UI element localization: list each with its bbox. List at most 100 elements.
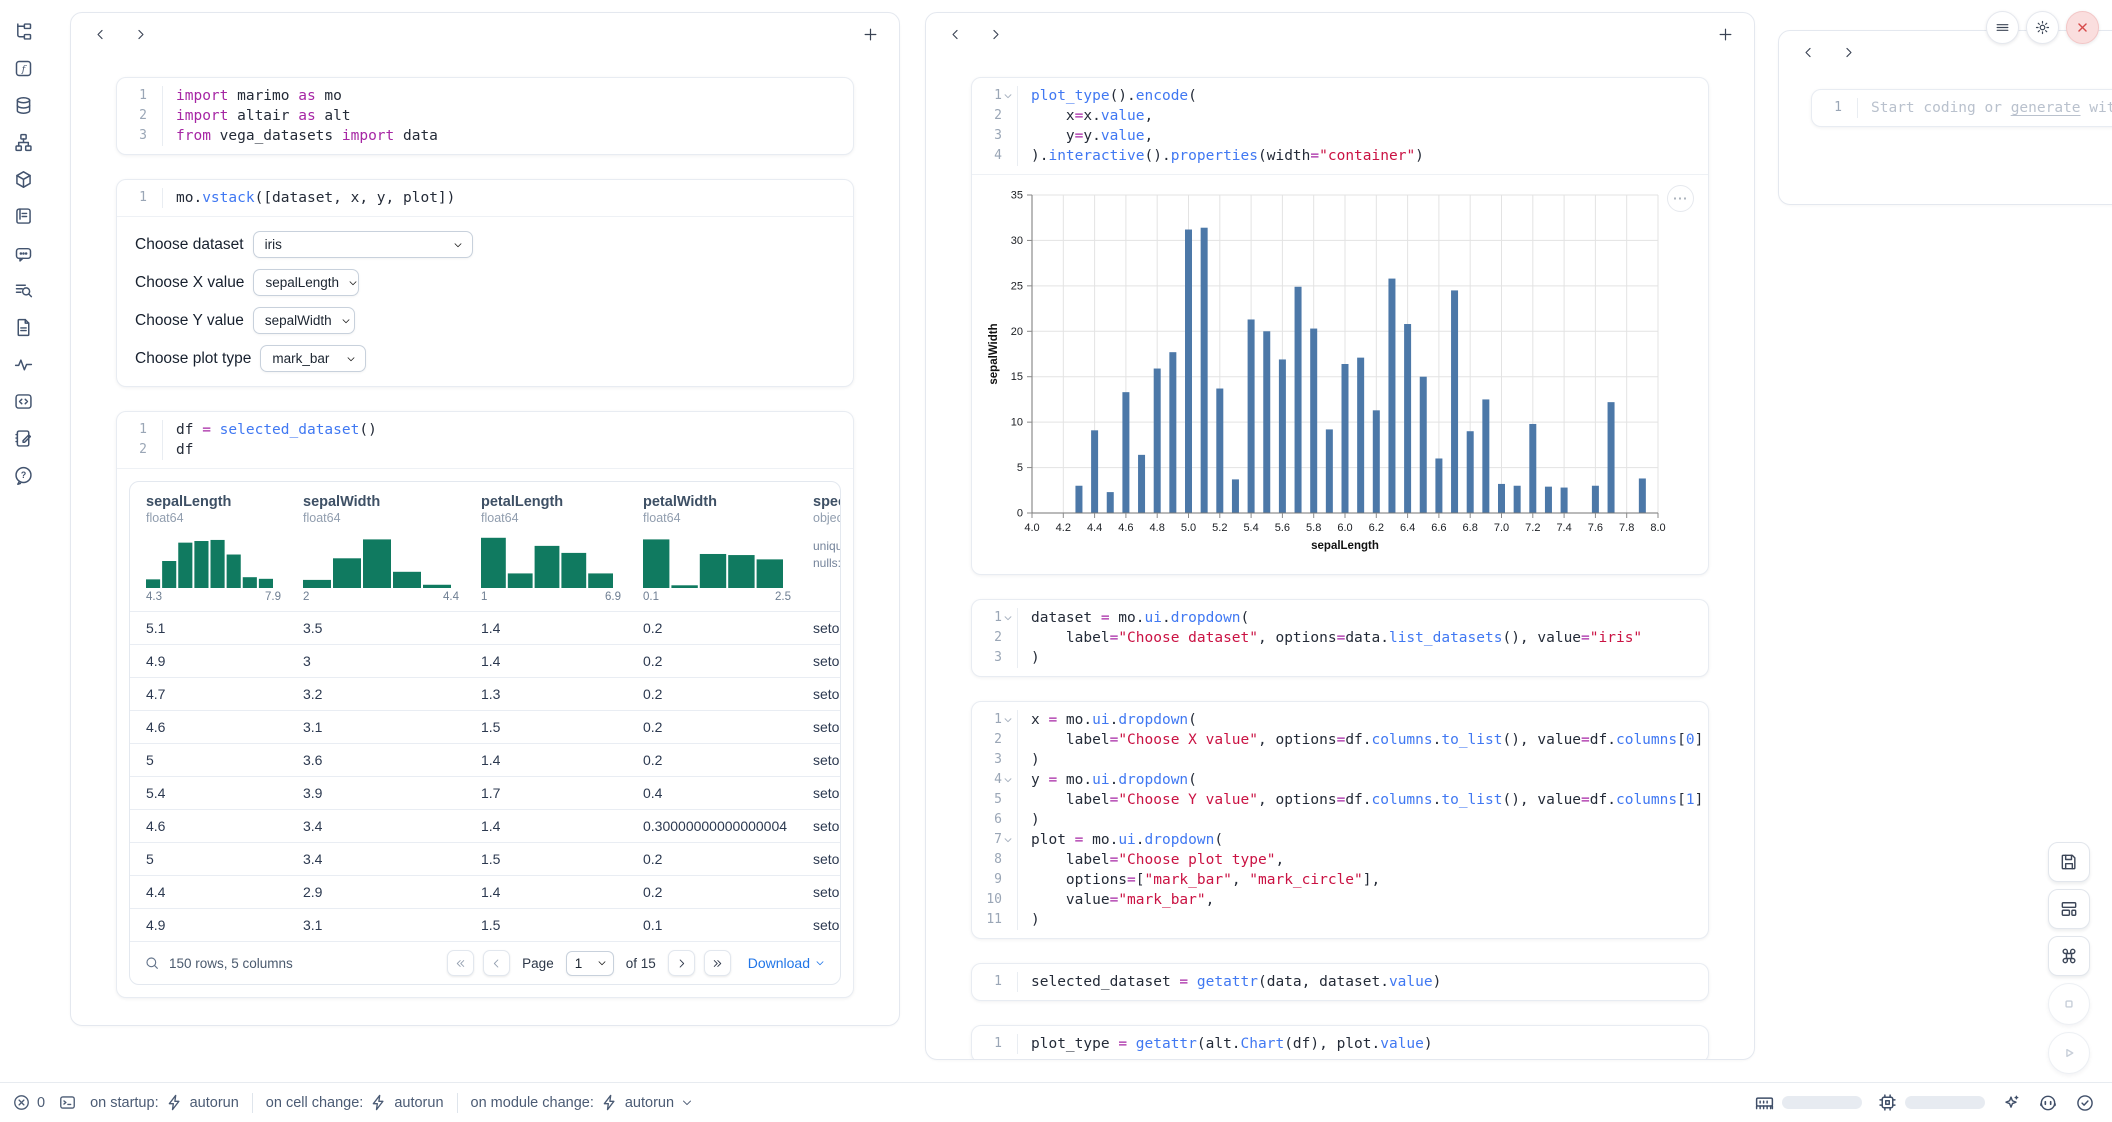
- terminal-toggle[interactable]: [58, 1093, 77, 1112]
- previous-page-button[interactable]: [483, 950, 511, 976]
- column-header-petalLength[interactable]: petalLength float64 1 6.9: [465, 482, 627, 611]
- code-editor[interactable]: 1 dataset = mo.ui.dropdown(2 label="Choos…: [972, 600, 1708, 676]
- sidebar-panel-code-block[interactable]: [12, 390, 34, 412]
- sidebar-panel-document[interactable]: [12, 316, 34, 338]
- sidebar-panel-chat-bot[interactable]: [12, 242, 34, 264]
- layout-button[interactable]: [2048, 889, 2090, 929]
- column-header-sepalLength[interactable]: sepalLength float64 4.3 7.9: [130, 482, 287, 611]
- code-editor[interactable]: 1 selected_dataset = getattr(data, datase…: [972, 964, 1708, 1000]
- connection-status-button[interactable]: [2074, 1092, 2096, 1114]
- code-text[interactable]: import altair as alt: [176, 108, 351, 124]
- code-text[interactable]: label="Choose X value", options=df.colum…: [1031, 732, 1704, 748]
- runtime-config-1[interactable]: on startup: autorun: [90, 1093, 239, 1112]
- bar-chart[interactable]: 4.0 4.2 4.4 4.6 4.8 5.0 5.2 5.4 5.6 5.8 6.0 6.2 6.4 6…: [982, 183, 1700, 562]
- sidebar-panel-scratchpad[interactable]: [12, 427, 34, 449]
- column-scroll-left-button[interactable]: [87, 21, 113, 47]
- sidebar-panel-function-square[interactable]: f: [12, 57, 34, 79]
- column-scroll-right-button[interactable]: [127, 21, 153, 47]
- x-value-select[interactable]: sepalLength: [253, 269, 360, 296]
- code-text[interactable]: import marimo as mo: [176, 88, 342, 104]
- sidebar-panel-file-tree[interactable]: [12, 20, 34, 42]
- code-editor[interactable]: 1 df = selected_dataset() 2 df: [117, 412, 853, 468]
- code-text[interactable]: plot_type = getattr(alt.Chart(df), plot.…: [1031, 1036, 1433, 1052]
- code-text[interactable]: ): [1031, 752, 1040, 768]
- line-number: 2: [117, 106, 163, 126]
- code-text[interactable]: value="mark_bar",: [1031, 892, 1215, 908]
- save-button[interactable]: [2048, 842, 2090, 882]
- code-text[interactable]: ): [1031, 912, 1040, 928]
- code-editor[interactable]: 1 import marimo as mo 2 import altair as al…: [117, 78, 853, 154]
- code-text[interactable]: label="Choose plot type",: [1031, 852, 1285, 868]
- column-dtype: float64: [303, 511, 341, 525]
- column-header-sepalWidth[interactable]: sepalWidth float64 2 4.4: [287, 482, 465, 611]
- first-page-button[interactable]: [447, 950, 475, 976]
- line-number: 8: [972, 850, 1018, 870]
- add-cell-button[interactable]: [857, 21, 883, 47]
- line-number: 1: [972, 710, 1018, 730]
- next-page-button[interactable]: [667, 950, 695, 976]
- plot-type-select[interactable]: mark_bar: [260, 345, 367, 372]
- code-editor[interactable]: 1 plot_type().encode(2 x=x.value, 3 y=y.va…: [972, 78, 1708, 174]
- code-text[interactable]: label="Choose dataset", options=data.lis…: [1031, 630, 1643, 646]
- add-cell-button[interactable]: [1712, 21, 1738, 47]
- code-editor[interactable]: 1 x = mo.ui.dropdown(2 label="Choose X va…: [972, 702, 1708, 938]
- settings-button[interactable]: [2026, 11, 2059, 44]
- sidebar-panel-list-search[interactable]: [12, 279, 34, 301]
- code-text[interactable]: ): [1031, 650, 1040, 666]
- code-text[interactable]: ): [1031, 812, 1040, 828]
- code-text[interactable]: options=["mark_bar", "mark_circle"],: [1031, 872, 1381, 888]
- sidebar-panel-package[interactable]: [12, 168, 34, 190]
- last-page-button[interactable]: [703, 950, 731, 976]
- code-text[interactable]: mo.vstack([dataset, x, y, plot]): [176, 190, 456, 206]
- column-scroll-right-button[interactable]: [982, 21, 1008, 47]
- dataset-select[interactable]: iris: [252, 231, 473, 258]
- download-button[interactable]: Download: [748, 955, 826, 971]
- generate-with-ai-link[interactable]: generate: [2010, 100, 2081, 116]
- table-cell: 3.1: [303, 719, 323, 735]
- column-meta: unique:nulls:: [813, 539, 840, 570]
- code-text[interactable]: y=y.value,: [1031, 128, 1154, 144]
- code-placeholder[interactable]: Start coding or generate with AI: [1858, 98, 2112, 118]
- run-button[interactable]: [2048, 1032, 2090, 1074]
- code-editor[interactable]: 1 plot_type = getattr(alt.Chart(df), plot…: [972, 1026, 1708, 1059]
- column-scroll-left-button[interactable]: [1795, 39, 1821, 65]
- code-text[interactable]: from vega_datasets import data: [176, 128, 438, 144]
- search-icon[interactable]: [144, 955, 160, 971]
- column-scroll-left-button[interactable]: [942, 21, 968, 47]
- sidebar-panel-dependency-graph[interactable]: [12, 131, 34, 153]
- code-text[interactable]: selected_dataset = getattr(data, dataset…: [1031, 974, 1442, 990]
- column-header-petalWidth[interactable]: petalWidth float64 0.1 2.5: [627, 482, 797, 611]
- code-text[interactable]: x=x.value,: [1031, 108, 1154, 124]
- range-min: 1: [481, 591, 488, 603]
- code-text[interactable]: y = mo.ui.dropdown(: [1031, 772, 1197, 788]
- sidebar-panel-help[interactable]: ?: [12, 464, 34, 486]
- code-text[interactable]: x = mo.ui.dropdown(: [1031, 712, 1197, 728]
- sidebar-panel-activity[interactable]: [12, 353, 34, 375]
- sidebar-panel-scroll[interactable]: [12, 205, 34, 227]
- column-header-species[interactable]: speciesobject unique:nulls:: [797, 482, 840, 611]
- code-text[interactable]: plot_type().encode(: [1031, 88, 1197, 104]
- bar-6.2: [1372, 410, 1380, 513]
- code-text[interactable]: df: [176, 442, 194, 458]
- runtime-config-3[interactable]: on module change: autorun: [471, 1093, 695, 1112]
- ai-sparkles-button[interactable]: [2000, 1092, 2022, 1114]
- code-editor[interactable]: 1 mo.vstack([dataset, x, y, plot]): [117, 180, 853, 216]
- code-text[interactable]: ).interactive().properties(width="contai…: [1031, 148, 1424, 164]
- notebook-menu-button[interactable]: [1986, 11, 2019, 44]
- runtime-config-2[interactable]: on cell change: autorun: [266, 1093, 444, 1112]
- command-palette-button[interactable]: [2048, 936, 2090, 976]
- y-value-select[interactable]: sepalWidth: [252, 307, 355, 334]
- column-scroll-right-button[interactable]: [1835, 39, 1861, 65]
- page-select[interactable]: 1: [565, 950, 614, 976]
- code-text[interactable]: df = selected_dataset(): [176, 422, 377, 438]
- chart-actions-button[interactable]: ⋯: [1667, 185, 1694, 212]
- code-text[interactable]: dataset = mo.ui.dropdown(: [1031, 610, 1250, 626]
- shutdown-button[interactable]: [2066, 11, 2099, 44]
- copilot-button[interactable]: [2037, 1092, 2059, 1114]
- code-text[interactable]: label="Choose Y value", options=df.colum…: [1031, 792, 1704, 808]
- code-text[interactable]: plot = mo.ui.dropdown(: [1031, 832, 1224, 848]
- errors-indicator[interactable]: 0: [12, 1093, 45, 1112]
- stop-button[interactable]: [2048, 983, 2090, 1025]
- sidebar-panel-database[interactable]: [12, 94, 34, 116]
